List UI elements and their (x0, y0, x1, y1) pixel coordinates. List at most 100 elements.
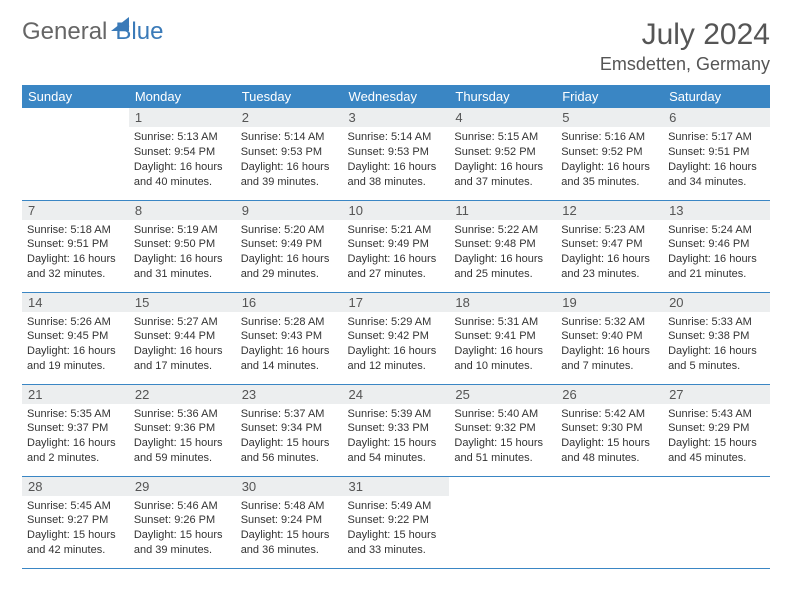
sunrise-text: Sunrise: 5:14 AM (241, 130, 338, 145)
sunset-text: Sunset: 9:30 PM (561, 421, 658, 436)
day-details: Sunrise: 5:49 AMSunset: 9:22 PMDaylight:… (343, 496, 450, 560)
day-number: 4 (449, 108, 556, 127)
weekday-header: Saturday (663, 85, 770, 108)
day-details: Sunrise: 5:43 AMSunset: 9:29 PMDaylight:… (663, 404, 770, 468)
day-details: Sunrise: 5:36 AMSunset: 9:36 PMDaylight:… (129, 404, 236, 468)
sunrise-text: Sunrise: 5:39 AM (348, 407, 445, 422)
day-details: Sunrise: 5:28 AMSunset: 9:43 PMDaylight:… (236, 312, 343, 376)
month-title: July 2024 (600, 18, 770, 52)
day-number: 18 (449, 293, 556, 312)
sunset-text: Sunset: 9:51 PM (27, 237, 124, 252)
calendar-cell: 20Sunrise: 5:33 AMSunset: 9:38 PMDayligh… (663, 292, 770, 384)
calendar-cell: 22Sunrise: 5:36 AMSunset: 9:36 PMDayligh… (129, 384, 236, 476)
day-number: 2 (236, 108, 343, 127)
day-details: Sunrise: 5:19 AMSunset: 9:50 PMDaylight:… (129, 220, 236, 284)
day-number: 12 (556, 201, 663, 220)
daylight-text: Daylight: 16 hours and 40 minutes. (134, 160, 231, 190)
sunset-text: Sunset: 9:22 PM (348, 513, 445, 528)
day-number: 21 (22, 385, 129, 404)
sunset-text: Sunset: 9:34 PM (241, 421, 338, 436)
sunrise-text: Sunrise: 5:36 AM (134, 407, 231, 422)
calendar-cell: 4Sunrise: 5:15 AMSunset: 9:52 PMDaylight… (449, 108, 556, 200)
day-details: Sunrise: 5:40 AMSunset: 9:32 PMDaylight:… (449, 404, 556, 468)
calendar-row: 28Sunrise: 5:45 AMSunset: 9:27 PMDayligh… (22, 476, 770, 568)
sunrise-text: Sunrise: 5:14 AM (348, 130, 445, 145)
sunrise-text: Sunrise: 5:29 AM (348, 315, 445, 330)
day-details: Sunrise: 5:46 AMSunset: 9:26 PMDaylight:… (129, 496, 236, 560)
daylight-text: Daylight: 15 hours and 51 minutes. (454, 436, 551, 466)
sunrise-text: Sunrise: 5:19 AM (134, 223, 231, 238)
calendar-cell: 21Sunrise: 5:35 AMSunset: 9:37 PMDayligh… (22, 384, 129, 476)
day-number: 6 (663, 108, 770, 127)
calendar-cell: 14Sunrise: 5:26 AMSunset: 9:45 PMDayligh… (22, 292, 129, 384)
sunset-text: Sunset: 9:32 PM (454, 421, 551, 436)
day-number: 29 (129, 477, 236, 496)
sunrise-text: Sunrise: 5:18 AM (27, 223, 124, 238)
sunset-text: Sunset: 9:54 PM (134, 145, 231, 160)
sunrise-text: Sunrise: 5:37 AM (241, 407, 338, 422)
daylight-text: Daylight: 16 hours and 10 minutes. (454, 344, 551, 374)
daylight-text: Daylight: 16 hours and 12 minutes. (348, 344, 445, 374)
sunset-text: Sunset: 9:24 PM (241, 513, 338, 528)
calendar-cell: 26Sunrise: 5:42 AMSunset: 9:30 PMDayligh… (556, 384, 663, 476)
daylight-text: Daylight: 15 hours and 54 minutes. (348, 436, 445, 466)
sunset-text: Sunset: 9:43 PM (241, 329, 338, 344)
day-details: Sunrise: 5:27 AMSunset: 9:44 PMDaylight:… (129, 312, 236, 376)
day-details: Sunrise: 5:29 AMSunset: 9:42 PMDaylight:… (343, 312, 450, 376)
sunset-text: Sunset: 9:47 PM (561, 237, 658, 252)
weekday-header: Monday (129, 85, 236, 108)
daylight-text: Daylight: 16 hours and 19 minutes. (27, 344, 124, 374)
sunset-text: Sunset: 9:37 PM (27, 421, 124, 436)
location-label: Emsdetten, Germany (600, 54, 770, 75)
page-header: General Blue July 2024 Emsdetten, German… (22, 18, 770, 75)
sunset-text: Sunset: 9:27 PM (27, 513, 124, 528)
calendar-cell: 30Sunrise: 5:48 AMSunset: 9:24 PMDayligh… (236, 476, 343, 568)
daylight-text: Daylight: 16 hours and 32 minutes. (27, 252, 124, 282)
sunset-text: Sunset: 9:38 PM (668, 329, 765, 344)
daylight-text: Daylight: 15 hours and 36 minutes. (241, 528, 338, 558)
daylight-text: Daylight: 16 hours and 39 minutes. (241, 160, 338, 190)
calendar-cell: 28Sunrise: 5:45 AMSunset: 9:27 PMDayligh… (22, 476, 129, 568)
calendar-cell: . (663, 476, 770, 568)
daylight-text: Daylight: 15 hours and 56 minutes. (241, 436, 338, 466)
weekday-header-row: Sunday Monday Tuesday Wednesday Thursday… (22, 85, 770, 108)
sunrise-text: Sunrise: 5:20 AM (241, 223, 338, 238)
daylight-text: Daylight: 15 hours and 42 minutes. (27, 528, 124, 558)
day-details: Sunrise: 5:15 AMSunset: 9:52 PMDaylight:… (449, 127, 556, 191)
daylight-text: Daylight: 16 hours and 31 minutes. (134, 252, 231, 282)
day-details: Sunrise: 5:24 AMSunset: 9:46 PMDaylight:… (663, 220, 770, 284)
title-block: July 2024 Emsdetten, Germany (600, 18, 770, 75)
daylight-text: Daylight: 15 hours and 48 minutes. (561, 436, 658, 466)
daylight-text: Daylight: 16 hours and 29 minutes. (241, 252, 338, 282)
day-number: 10 (343, 201, 450, 220)
sunrise-text: Sunrise: 5:24 AM (668, 223, 765, 238)
day-details: Sunrise: 5:18 AMSunset: 9:51 PMDaylight:… (22, 220, 129, 284)
sunrise-text: Sunrise: 5:16 AM (561, 130, 658, 145)
weekday-header: Friday (556, 85, 663, 108)
sunrise-text: Sunrise: 5:27 AM (134, 315, 231, 330)
calendar-row: 7Sunrise: 5:18 AMSunset: 9:51 PMDaylight… (22, 200, 770, 292)
sunset-text: Sunset: 9:46 PM (668, 237, 765, 252)
day-number: 25 (449, 385, 556, 404)
day-details: Sunrise: 5:21 AMSunset: 9:49 PMDaylight:… (343, 220, 450, 284)
day-number: 14 (22, 293, 129, 312)
daylight-text: Daylight: 16 hours and 5 minutes. (668, 344, 765, 374)
sunrise-text: Sunrise: 5:48 AM (241, 499, 338, 514)
calendar-cell: 23Sunrise: 5:37 AMSunset: 9:34 PMDayligh… (236, 384, 343, 476)
calendar-cell: 10Sunrise: 5:21 AMSunset: 9:49 PMDayligh… (343, 200, 450, 292)
sunrise-text: Sunrise: 5:40 AM (454, 407, 551, 422)
daylight-text: Daylight: 16 hours and 34 minutes. (668, 160, 765, 190)
calendar-cell: 12Sunrise: 5:23 AMSunset: 9:47 PMDayligh… (556, 200, 663, 292)
daylight-text: Daylight: 16 hours and 23 minutes. (561, 252, 658, 282)
logo-text-1: General (22, 18, 107, 46)
day-details: Sunrise: 5:32 AMSunset: 9:40 PMDaylight:… (556, 312, 663, 376)
day-details: Sunrise: 5:14 AMSunset: 9:53 PMDaylight:… (343, 127, 450, 191)
daylight-text: Daylight: 16 hours and 25 minutes. (454, 252, 551, 282)
day-details: Sunrise: 5:13 AMSunset: 9:54 PMDaylight:… (129, 127, 236, 191)
day-number: 20 (663, 293, 770, 312)
day-details: Sunrise: 5:22 AMSunset: 9:48 PMDaylight:… (449, 220, 556, 284)
calendar-cell: 3Sunrise: 5:14 AMSunset: 9:53 PMDaylight… (343, 108, 450, 200)
logo-triangle-icon (111, 17, 129, 31)
day-number: 26 (556, 385, 663, 404)
day-details: Sunrise: 5:35 AMSunset: 9:37 PMDaylight:… (22, 404, 129, 468)
